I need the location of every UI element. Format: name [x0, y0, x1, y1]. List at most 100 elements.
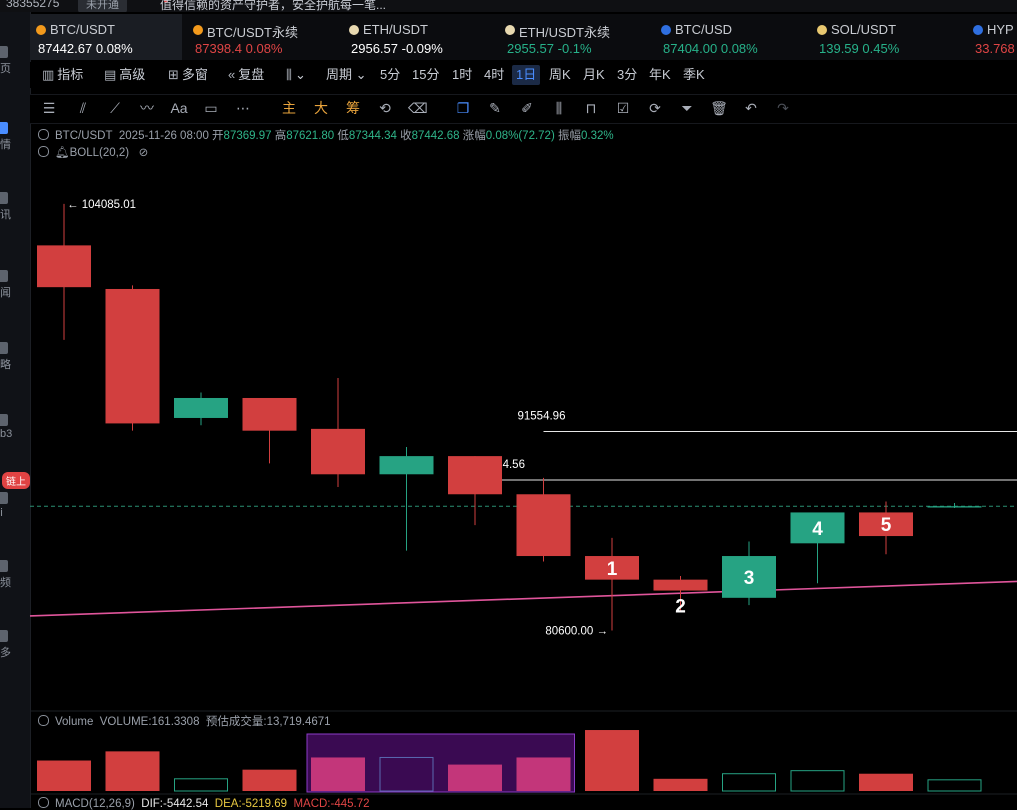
candle-body [105, 288, 160, 424]
ticker-tab-btc-usdt[interactable]: BTC/USDT 87442.67 0.08% [30, 14, 182, 60]
chip-distribution-toggle[interactable]: 筹 [346, 100, 360, 116]
template-icon[interactable]: ☑ [616, 100, 630, 116]
redo-icon[interactable]: ↷ [777, 100, 789, 116]
notice-text[interactable]: 值得信赖的资产守护者，安全护航每一笔... [160, 0, 387, 12]
sidebar-item-video[interactable]: 频 [0, 560, 30, 590]
ticker-price: 2956.57 -0.09% [351, 41, 443, 56]
period-5m[interactable]: 5分 [380, 67, 401, 82]
period-week[interactable]: 周K [549, 67, 571, 82]
period-1h[interactable]: 1时 [452, 67, 473, 82]
macd-dea: DEA:-5219.69 [214, 798, 288, 810]
indicator-line: 🔔︎BOLL(20,2) ⊘ [38, 145, 148, 159]
period-menu-dropdown[interactable]: 周期 ⌄ [326, 65, 367, 85]
volume-bar [242, 769, 297, 791]
line-tool-icon[interactable]: ⟋ [110, 100, 120, 116]
magnet-icon[interactable]: ⟲ [379, 100, 391, 116]
volume-bar [174, 778, 228, 792]
account-status-badge[interactable]: 未开通 [78, 0, 127, 12]
change-value: 0.08% [95, 41, 133, 56]
rectangle-tool-icon[interactable]: ▭ [204, 100, 218, 116]
text-tool-icon[interactable]: Aa [170, 100, 188, 116]
volume-bar [37, 760, 91, 791]
change-value: 0.08% [720, 41, 758, 56]
eye-hidden-icon[interactable]: ⊘ [138, 147, 149, 159]
ticker-tabs: BTC/USDT 87442.67 0.08% BTC/USDT永续 87398… [30, 14, 1017, 60]
period-15m[interactable]: 15分 [412, 67, 440, 82]
bell-icon[interactable]: 🔔︎ [55, 147, 70, 159]
candle-body [379, 456, 434, 475]
multi-window-button[interactable]: ⊞ 多窗 [168, 65, 208, 85]
collapse-icon[interactable] [38, 797, 49, 808]
candle-number-label: 3 [744, 568, 755, 589]
undo-icon[interactable]: ↶ [745, 100, 757, 116]
volume-value: VOLUME:161.3308 [99, 716, 200, 728]
ticker-symbol: BTC/USDT永续 [207, 25, 299, 40]
big-order-toggle[interactable]: 大 [314, 100, 328, 116]
candlestick-icon: ⫼ [286, 67, 292, 82]
sidebar-item-label: 闻 [0, 287, 11, 299]
eraser-icon[interactable]: ⌫ [408, 100, 428, 116]
ticker-tab-btc-usd[interactable]: BTC/USD 87404.00 0.08% [655, 14, 807, 60]
sidebar-item-web3[interactable]: b3 [0, 414, 30, 440]
ticker-tab-eth-usdt[interactable]: ETH/USDT 2956.57 -0.09% [343, 14, 495, 60]
sidebar-item-market[interactable]: 情 [0, 122, 30, 152]
ticker-tab-btc-usdt-perp[interactable]: BTC/USDT永续 87398.4 0.08% [187, 14, 339, 60]
candle-body [37, 245, 91, 288]
more-tools-icon[interactable]: ⋯ [236, 100, 250, 116]
sidebar-item-label: 略 [0, 359, 11, 371]
copy-drawing-icon[interactable]: ❐ [456, 100, 470, 116]
price-value: 33.768 [975, 41, 1015, 56]
period-year[interactable]: 年K [649, 67, 671, 82]
menu-icon[interactable]: ☰ [42, 100, 56, 116]
period-3m[interactable]: 3分 [617, 67, 638, 82]
ticker-tab-hyp[interactable]: HYP 33.768 [967, 14, 1017, 60]
collapse-icon[interactable] [38, 129, 49, 140]
period-1d[interactable]: 1日 [512, 65, 541, 85]
lock-icon[interactable]: ⊓ [585, 100, 597, 116]
advanced-button[interactable]: ▤ 高级 [104, 65, 145, 85]
candle-body [516, 494, 571, 557]
link-icon[interactable]: ⟳ [649, 100, 661, 116]
max-price-label: ← 104085.01 [67, 199, 136, 211]
ticker-tab-sol-usdt[interactable]: SOL/USDT 139.59 0.45% [811, 14, 963, 60]
boll-indicator-name[interactable]: BOLL(20,2) [69, 147, 130, 159]
collapse-icon[interactable] [38, 715, 49, 726]
trash-icon[interactable]: 🗑 [710, 100, 728, 116]
close-value: 87442.68 [411, 130, 460, 142]
change-value: 0.08%(72.72) [485, 130, 555, 142]
filter-icon[interactable]: ⏷ [681, 100, 693, 116]
candle-body [927, 506, 982, 508]
candle-body [242, 397, 297, 431]
account-id: 38355275 [6, 0, 60, 10]
ticker-tab-eth-usdt-perp[interactable]: ETH/USDT永续 2955.57 -0.1% [499, 14, 651, 60]
sidebar-item-news[interactable]: 讯 [0, 192, 30, 222]
sidebar-item-flash[interactable]: 闻 [0, 270, 30, 300]
advanced-icon: ▤ [104, 67, 117, 82]
price-value: 87398.4 [195, 41, 242, 56]
trendline-tools-icon[interactable]: ⫽ [79, 100, 87, 116]
ruler-icon[interactable]: ✎ [489, 100, 501, 116]
chart-type-dropdown[interactable]: ⫼ ⌄ [286, 65, 306, 85]
main-chart-toggle[interactable]: 主 [282, 100, 296, 116]
candle-style-icon[interactable]: ⫼ [555, 100, 563, 116]
sidebar-item-more[interactable]: 多 [0, 630, 30, 660]
macd-dif: DIF:-5442.54 [141, 798, 209, 810]
period-4h[interactable]: 4时 [484, 67, 505, 82]
period-toolbar: ▥ 指标 ▤ 高级 ⊞ 多窗 «复盘 ⫼ ⌄ 周期 ⌄ 5分 15分 1时 4时 1日 … [30, 62, 1017, 88]
period-menu-label: 周期 [326, 67, 353, 82]
volume-bar [585, 730, 639, 791]
sidebar-item-strategy[interactable]: 略 [0, 342, 30, 372]
period-month[interactable]: 月K [583, 67, 605, 82]
collapse-icon[interactable] [38, 146, 49, 157]
sidebar-item-label: 频 [0, 577, 11, 589]
period-quarter[interactable]: 季K [683, 67, 705, 82]
sidebar-item-copy[interactable]: ⅰ [0, 492, 30, 519]
sidebar-item-home[interactable]: 页 [0, 46, 30, 76]
brush-icon[interactable]: ✐ [521, 100, 533, 116]
open-label: 开 [212, 130, 224, 142]
indicators-button[interactable]: ▥ 指标 [42, 65, 83, 85]
ticker-price: 87404.00 0.08% [663, 41, 758, 56]
replay-button[interactable]: «复盘 [228, 65, 264, 85]
wave-tool-icon[interactable]: 〰 [140, 100, 154, 116]
